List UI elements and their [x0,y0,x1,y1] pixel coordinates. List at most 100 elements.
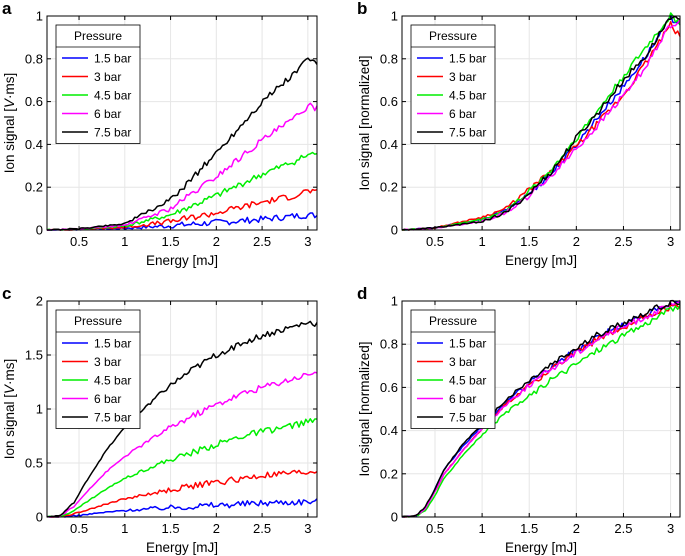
x-tick-label: 3 [304,521,311,536]
panel-c: 0.5 1 1.5 2 2.5 3 0 0.5 1 1.5 2 Energy [mJ] Ion sign… [2,284,318,555]
y-axis-label-part: V [2,383,17,394]
y-tick-label: 0.2 [380,466,398,481]
x-tick-label: 0.5 [426,234,444,249]
axes-box [46,15,318,231]
legend-label: 7.5 bar [449,411,486,425]
x-axis-label: Energy [mJ] [146,540,218,555]
series-line-7-5-bar [47,57,318,231]
y-axis-label-part: V [2,97,17,108]
series-line-6-bar [401,299,681,518]
panel-letter: c [2,284,11,303]
legend-label: 7.5 bar [94,126,131,140]
legend: Pressure 1.5 bar 3 bar 4.5 bar 6 bar 7.5 bar [55,309,141,429]
series-line-7-5-bar [401,15,681,231]
panel-letter: a [2,0,12,18]
y-tick-label: 0.4 [380,423,398,438]
x-tick-label: 2 [573,521,580,536]
y-tick-label: 2 [36,294,43,309]
x-tick-label: 2 [573,234,580,249]
y-tick-label: 0.2 [25,180,43,195]
y-tick-label: 0.5 [25,456,43,471]
x-tick-label: 0.5 [70,521,88,536]
legend-box [55,309,141,429]
legend-title: Pressure [74,314,122,328]
legend-label: 7.5 bar [449,126,486,140]
series-line-4-5-bar [401,305,681,518]
x-tick-label: 0.5 [70,234,88,249]
axes-box [401,300,681,518]
y-axis-label-part: Ion signal [ [2,394,17,460]
y-axis-label-part: ·ms] [2,359,17,385]
panel-letter: d [357,284,367,303]
panel-letter: b [357,0,367,18]
y-tick-label: 0.2 [380,180,398,195]
x-tick-label: 2.5 [253,521,271,536]
legend: Pressure 1.5 bar 3 bar 4.5 bar 6 bar 7.5 bar [410,24,496,144]
y-tick-label: 1 [391,9,398,24]
legend-box [410,24,496,144]
legend-label: 1.5 bar [94,52,131,66]
legend-label: 6 bar [94,107,121,121]
legend-label: 3 bar [94,355,121,369]
panel-b: 0.5 1 1.5 2 2.5 3 0 0.2 0.4 0.6 0.8 1 Energy [mJ] Ion… [357,0,681,268]
x-tick-label: 1.5 [520,521,538,536]
legend-label: 3 bar [449,355,476,369]
axes-box [401,15,681,231]
legend-box [410,309,496,429]
legend-label: 3 bar [449,70,476,84]
legend-title: Pressure [74,29,122,43]
legend-label: 4.5 bar [449,89,486,103]
series-line-7-5-bar [401,299,681,518]
legend: Pressure 1.5 bar 3 bar 4.5 bar 6 bar 7.5 bar [55,24,141,144]
y-tick-label: 1.5 [25,348,43,363]
x-axis-label: Energy [mJ] [505,540,577,555]
y-tick-label: 0.6 [380,380,398,395]
x-tick-label: 2 [213,234,220,249]
series-line-7-5-bar [47,320,318,518]
y-tick-label: 0 [36,510,43,525]
series-line-1-5-bar [46,498,318,518]
y-tick-label: 1 [36,9,43,24]
x-tick-label: 2.5 [253,234,271,249]
y-tick-label: 0.4 [25,137,43,152]
legend-title: Pressure [429,29,477,43]
y-tick-label: 0 [391,510,398,525]
legend-box [55,24,141,144]
legend-label: 4.5 bar [94,89,131,103]
legend-label: 6 bar [449,107,476,121]
y-axis-label: Ion signal [normalized] [357,55,372,190]
x-tick-label: 3 [667,234,674,249]
panel-a: 0.5 1 1.5 2 2.5 3 0 0.2 0.4 0.6 0.8 1 Energy [mJ] Ion… [2,0,318,268]
x-tick-label: 1 [121,521,128,536]
series-line-3-bar [46,469,318,518]
legend-label: 6 bar [449,392,476,406]
x-tick-label: 1.5 [162,521,180,536]
series-line-4-5-bar [46,418,317,518]
y-tick-label: 0.6 [380,94,398,109]
x-tick-label: 3 [304,234,311,249]
y-axis-label: Ion signal [V·ms] [2,359,17,460]
y-tick-label: 0 [36,223,43,238]
legend-label: 4.5 bar [449,374,486,388]
x-tick-label: 0.5 [426,521,444,536]
x-tick-label: 1 [121,234,128,249]
legend-label: 1.5 bar [449,52,486,66]
legend-label: 4.5 bar [94,374,131,388]
y-axis-label-part: Ion signal [ [2,108,17,174]
y-tick-label: 0.6 [25,94,43,109]
y-tick-label: 0.8 [380,51,398,66]
y-tick-label: 0 [391,223,398,238]
x-tick-label: 1 [478,234,485,249]
x-axis-label: Energy [mJ] [146,253,218,268]
y-tick-label: 1 [36,402,43,417]
legend-label: 1.5 bar [94,337,131,351]
legend-label: 1.5 bar [449,337,486,351]
y-axis-label: Ion signal [V·ms] [2,73,17,174]
x-tick-label: 1.5 [520,234,538,249]
legend: Pressure 1.5 bar 3 bar 4.5 bar 6 bar 7.5 bar [410,309,496,429]
x-tick-label: 2 [213,521,220,536]
y-tick-label: 0.4 [380,137,398,152]
x-tick-label: 3 [667,521,674,536]
y-tick-label: 0.8 [380,337,398,352]
